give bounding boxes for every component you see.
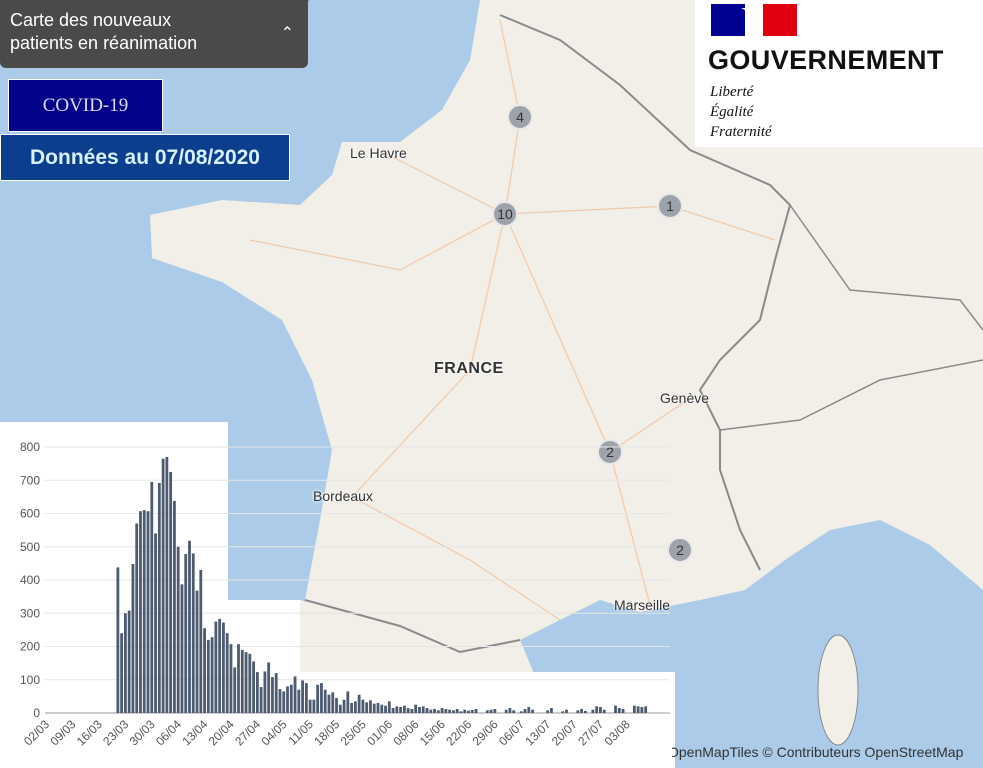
france-border bbox=[499, 14, 792, 571]
country-label-france: FRANCE bbox=[434, 360, 504, 377]
marianne-flag-icon bbox=[711, 4, 797, 36]
cluster-marker[interactable]: 10 bbox=[492, 201, 518, 227]
covid-badge: COVID-19 bbox=[8, 79, 163, 132]
city-label-le-havre: Le Havre bbox=[350, 145, 407, 161]
cluster-marker[interactable]: 2 bbox=[597, 439, 623, 465]
italy-border bbox=[719, 359, 983, 431]
map-title-line1: Carte des nouveaux bbox=[10, 10, 172, 30]
map-title-line2: patients en réanimation bbox=[10, 33, 198, 53]
cluster-marker[interactable]: 4 bbox=[507, 104, 533, 130]
cluster-marker[interactable]: 2 bbox=[667, 537, 693, 563]
corsica bbox=[817, 634, 859, 746]
map-attribution[interactable]: OpenMapTiles © Contributeurs OpenStreetM… bbox=[672, 744, 983, 760]
swiss-border bbox=[789, 204, 983, 331]
motto-fraternite: Fraternité bbox=[710, 124, 772, 140]
motto-liberte: Liberté bbox=[710, 84, 754, 100]
city-label-geneve: Genève bbox=[660, 390, 710, 406]
city-label-bordeaux: Bordeaux bbox=[313, 488, 373, 504]
city-label-marseille: Marseille bbox=[614, 597, 671, 613]
date-banner: Données au 07/08/2020 bbox=[0, 134, 290, 181]
government-logo: GOUVERNEMENT Liberté Égalité Fraternité bbox=[695, 0, 983, 147]
attribution-text: OpenMapTiles © Contributeurs OpenStreetM… bbox=[672, 744, 964, 760]
cluster-marker[interactable]: 1 bbox=[657, 193, 683, 219]
map-title-panel[interactable]: Carte des nouveaux patients en réanimati… bbox=[0, 0, 308, 68]
motto-egalite: Égalité bbox=[710, 104, 754, 120]
chevron-up-icon[interactable]: ⌃ bbox=[280, 25, 294, 42]
government-name: GOUVERNEMENT bbox=[708, 45, 944, 75]
